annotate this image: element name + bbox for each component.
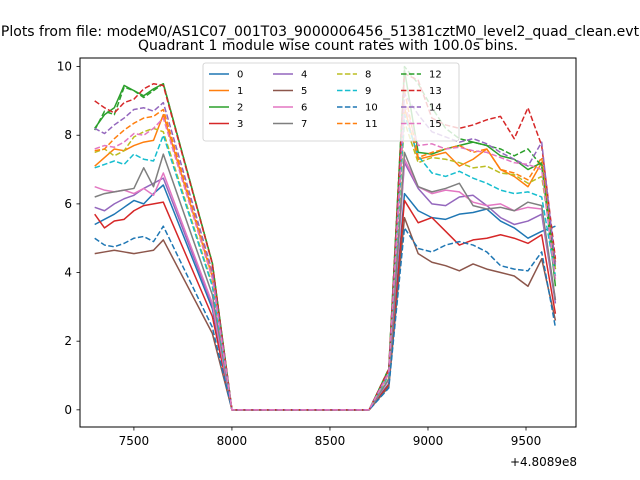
series-line-15 <box>94 103 557 411</box>
legend-label-7: 7 <box>301 119 307 130</box>
legend-label-3: 3 <box>237 119 243 130</box>
x-offset-label: +4.8089e8 <box>510 455 577 469</box>
y-tick-label: 4 <box>64 266 72 280</box>
legend-label-2: 2 <box>237 103 243 114</box>
y-tick-label: 6 <box>64 197 72 211</box>
legend-label-14: 14 <box>429 103 442 114</box>
series-line-5 <box>94 216 557 411</box>
y-tick-label: 10 <box>57 60 72 74</box>
legend-label-12: 12 <box>429 70 442 81</box>
plot-lines <box>94 65 557 411</box>
legend-label-13: 13 <box>429 86 442 97</box>
legend-label-5: 5 <box>301 86 307 97</box>
legend-label-8: 8 <box>365 70 371 81</box>
legend-label-4: 4 <box>301 70 307 81</box>
legend-label-9: 9 <box>365 86 371 97</box>
axes-frame <box>79 57 577 428</box>
series-line-7 <box>94 151 557 411</box>
y-tick-label: 2 <box>64 334 72 348</box>
legend-label-1: 1 <box>237 86 243 97</box>
series-line-8 <box>94 120 557 411</box>
x-tick-label: 8000 <box>217 434 248 448</box>
x-tick-label: 9000 <box>413 434 444 448</box>
x-tick-label: 9500 <box>511 434 542 448</box>
chart-title: Quadrant 1 module wise count rates with … <box>138 38 518 54</box>
y-axis: 0 2 4 6 8 10 <box>57 60 80 417</box>
legend-label-15: 15 <box>429 119 442 130</box>
series-line-6 <box>94 158 557 411</box>
series-line-10 <box>94 225 557 411</box>
series-line-4 <box>94 161 557 411</box>
legend-box <box>202 62 460 142</box>
y-tick-label: 0 <box>64 403 72 417</box>
series-line-12 <box>94 65 557 411</box>
legend-label-0: 0 <box>237 70 243 81</box>
legend-label-6: 6 <box>301 103 307 114</box>
x-tick-label: 8500 <box>315 434 346 448</box>
y-tick-label: 8 <box>64 128 72 142</box>
figure-suptitle: Plots from file: modeM0/AS1C07_001T03_90… <box>1 24 640 40</box>
legend-label-11: 11 <box>365 119 378 130</box>
series-line-14 <box>94 93 557 411</box>
x-tick-label: 7500 <box>119 434 150 448</box>
series-line-9 <box>94 113 557 411</box>
legend-label-10: 10 <box>365 103 378 114</box>
x-axis: 7500 8000 8500 9000 9500 <box>119 427 542 448</box>
series-line-3 <box>94 199 557 411</box>
series-line-0 <box>94 184 556 411</box>
